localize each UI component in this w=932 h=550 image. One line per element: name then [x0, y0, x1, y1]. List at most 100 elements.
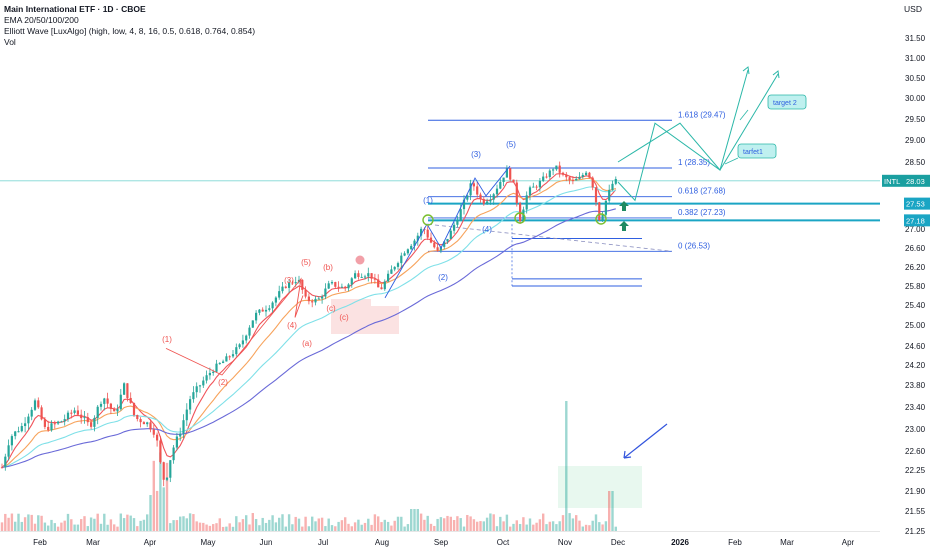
- candle-body: [136, 415, 139, 420]
- candle-body: [344, 286, 347, 289]
- volume-bar: [344, 517, 347, 531]
- candle-body: [179, 433, 182, 437]
- candle-body: [245, 335, 248, 341]
- candle-body: [327, 283, 330, 289]
- volume-bar: [360, 524, 363, 531]
- candle-body: [139, 419, 142, 423]
- volume-bar: [136, 526, 139, 531]
- candle-body: [393, 266, 396, 270]
- volume-bar: [4, 513, 7, 531]
- candle-body: [400, 255, 403, 264]
- chart-title: Main International ETF · 1D · CBOE: [4, 4, 146, 14]
- volume-bar: [535, 522, 538, 531]
- candle-body: [575, 179, 578, 181]
- candle-body: [347, 284, 350, 289]
- volume-bar: [274, 522, 278, 531]
- candle-body: [43, 419, 46, 427]
- candle-body: [558, 165, 561, 173]
- volume-bar: [449, 516, 452, 531]
- candle-body: [60, 421, 63, 423]
- candle-body: [499, 181, 502, 189]
- volume-bar: [50, 519, 53, 531]
- volume-bar: [565, 401, 568, 531]
- volume-bar: [594, 514, 598, 531]
- candle-body: [261, 309, 264, 312]
- wave-label: (c): [339, 313, 349, 322]
- indicator-volume-label[interactable]: Vol: [4, 37, 16, 47]
- candle-body: [495, 188, 499, 195]
- volume-bar: [155, 490, 159, 531]
- candle-body: [10, 436, 13, 446]
- volume-bar: [426, 515, 429, 531]
- candle-body: [453, 224, 456, 231]
- y-tick-label: 27.00: [905, 225, 926, 234]
- volume-bar: [555, 524, 558, 531]
- volume-bar: [357, 519, 360, 531]
- candle-body: [268, 308, 271, 310]
- volume-bar: [89, 517, 93, 531]
- candle-body: [258, 309, 261, 313]
- volume-bar: [588, 525, 591, 531]
- volume-bar: [363, 522, 367, 531]
- y-tick-label: 25.00: [905, 321, 926, 330]
- x-tick-label: Jun: [260, 538, 273, 547]
- y-tick-label: 21.90: [905, 487, 926, 496]
- volume-bar: [337, 521, 340, 531]
- volume-bar: [291, 524, 294, 531]
- candle-body: [57, 421, 60, 424]
- wave-label: (1): [423, 196, 433, 205]
- indicator-ema-label[interactable]: EMA 20/50/100/200: [4, 15, 79, 25]
- indicator-elliott-label[interactable]: Elliott Wave [LuxAlgo] (high, low, 4, 8,…: [4, 26, 256, 36]
- wave-label: (2): [438, 273, 448, 282]
- volume-bar: [195, 521, 198, 531]
- projection-path: [617, 73, 779, 171]
- candle-body: [63, 419, 66, 422]
- candle-body: [548, 170, 551, 178]
- candle-body: [383, 281, 386, 290]
- candle-body: [146, 422, 149, 425]
- volume-bar: [515, 520, 518, 531]
- volume-bar: [30, 514, 33, 531]
- volume-bar: [406, 524, 410, 531]
- volume-bar: [614, 526, 617, 531]
- wave-label: (1): [162, 335, 172, 344]
- volume-bar: [225, 526, 228, 531]
- volume-bar: [499, 516, 502, 531]
- volume-bar: [70, 519, 73, 531]
- volume-bar: [73, 524, 76, 531]
- volume-bar: [264, 522, 268, 531]
- volume-bar: [452, 520, 456, 531]
- y-tick-label: 21.55: [905, 507, 926, 516]
- candle-body: [436, 247, 439, 251]
- x-tick-label: Apr: [144, 538, 157, 547]
- candle-body: [433, 242, 436, 248]
- wave-label: (a): [302, 339, 312, 348]
- fib-label: 1 (28.35): [678, 158, 710, 167]
- volume-zone: [558, 466, 642, 508]
- arrowhead-icon: [742, 66, 750, 75]
- x-tick-label: Sep: [434, 538, 449, 547]
- x-tick-label: Apr: [842, 538, 855, 547]
- volume-bar: [608, 491, 611, 531]
- candle-body: [446, 238, 449, 242]
- candle-body: [416, 235, 419, 241]
- volume-bar: [558, 521, 561, 531]
- candle-body: [324, 288, 327, 297]
- volume-bar: [505, 514, 509, 531]
- candle-body: [565, 174, 568, 178]
- volume-bar: [231, 526, 235, 531]
- volume-bar: [251, 513, 254, 531]
- volume-layer: [0, 401, 617, 531]
- candle-body: [598, 202, 601, 221]
- candle-body: [350, 278, 353, 285]
- candle-body: [476, 186, 479, 195]
- volume-bar: [20, 521, 23, 531]
- y-tick-label: 31.00: [905, 54, 926, 63]
- volume-arrow: [623, 423, 668, 459]
- volume-bar: [373, 514, 377, 531]
- candle-body: [218, 363, 221, 365]
- volume-bar: [297, 518, 301, 531]
- volume-bar: [330, 525, 334, 531]
- volume-bar: [485, 517, 489, 531]
